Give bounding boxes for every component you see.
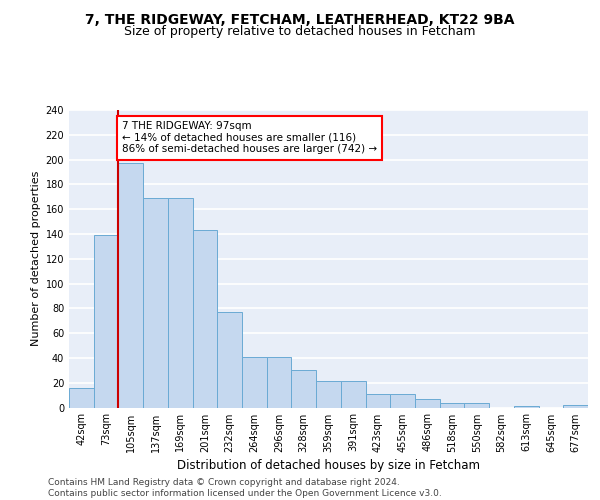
Bar [341, 382, 365, 407]
Text: Contains HM Land Registry data © Crown copyright and database right 2024.
Contai: Contains HM Land Registry data © Crown c… [48, 478, 442, 498]
X-axis label: Distribution of detached houses by size in Fetcham: Distribution of detached houses by size … [177, 458, 480, 471]
Bar [143, 198, 168, 408]
Bar [118, 164, 143, 408]
Bar [415, 399, 440, 407]
Bar [168, 198, 193, 408]
Bar [563, 405, 588, 407]
Bar [390, 394, 415, 407]
Bar [217, 312, 242, 408]
Bar [94, 235, 118, 408]
Bar [69, 388, 94, 407]
Bar [440, 402, 464, 407]
Bar [242, 356, 267, 408]
Bar [514, 406, 539, 408]
Bar [267, 356, 292, 408]
Text: 7, THE RIDGEWAY, FETCHAM, LEATHERHEAD, KT22 9BA: 7, THE RIDGEWAY, FETCHAM, LEATHERHEAD, K… [85, 12, 515, 26]
Bar [316, 382, 341, 407]
Text: Size of property relative to detached houses in Fetcham: Size of property relative to detached ho… [124, 25, 476, 38]
Bar [464, 402, 489, 407]
Bar [365, 394, 390, 407]
Bar [193, 230, 217, 408]
Y-axis label: Number of detached properties: Number of detached properties [31, 171, 41, 346]
Bar [292, 370, 316, 408]
Text: 7 THE RIDGEWAY: 97sqm
← 14% of detached houses are smaller (116)
86% of semi-det: 7 THE RIDGEWAY: 97sqm ← 14% of detached … [122, 121, 377, 154]
